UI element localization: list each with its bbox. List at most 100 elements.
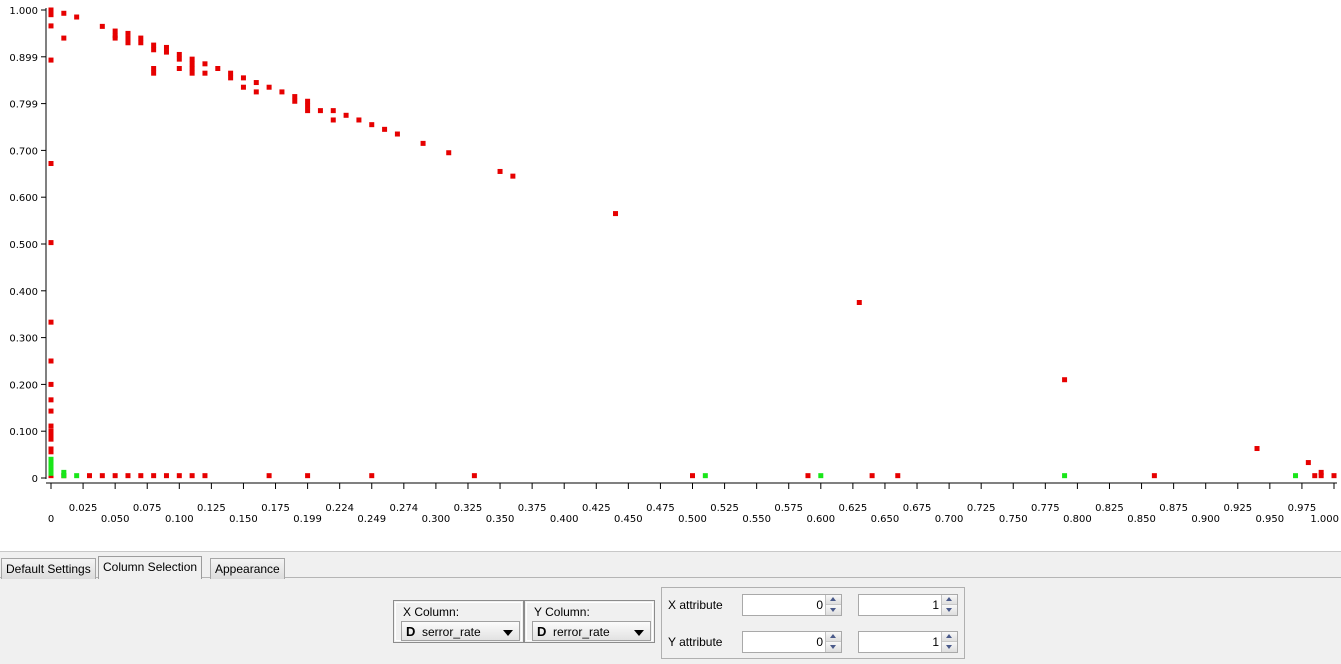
data-point[interactable]	[305, 473, 311, 479]
data-point[interactable]	[125, 35, 131, 41]
data-point[interactable]	[369, 473, 375, 479]
data-point[interactable]	[48, 23, 54, 29]
data-point[interactable]	[48, 461, 54, 467]
data-point[interactable]	[189, 473, 195, 479]
data-point[interactable]	[48, 12, 54, 18]
data-point[interactable]	[240, 84, 246, 90]
data-point[interactable]	[330, 117, 336, 123]
data-point[interactable]	[61, 10, 67, 16]
data-point[interactable]	[497, 168, 503, 174]
data-point[interactable]	[1318, 469, 1324, 475]
data-point[interactable]	[176, 473, 182, 479]
y-attribute-max-spinner[interactable]: 1	[858, 631, 958, 653]
data-point[interactable]	[189, 66, 195, 71]
data-point[interactable]	[151, 42, 157, 48]
data-point[interactable]	[74, 473, 80, 479]
data-point[interactable]	[446, 150, 452, 156]
data-point[interactable]	[189, 70, 195, 76]
data-point[interactable]	[202, 473, 208, 479]
data-point[interactable]	[151, 66, 157, 71]
data-point[interactable]	[48, 428, 54, 434]
data-point[interactable]	[48, 446, 54, 452]
data-point[interactable]	[48, 432, 54, 438]
data-point[interactable]	[48, 456, 54, 462]
data-point[interactable]	[48, 57, 54, 63]
data-point[interactable]	[266, 473, 272, 479]
data-point[interactable]	[818, 473, 824, 479]
data-point[interactable]	[112, 28, 118, 34]
data-point[interactable]	[176, 56, 182, 62]
data-point[interactable]	[343, 112, 349, 118]
data-point[interactable]	[240, 75, 246, 81]
data-point[interactable]	[305, 98, 311, 104]
data-point[interactable]	[48, 240, 54, 246]
data-point[interactable]	[330, 108, 336, 114]
data-point[interactable]	[138, 40, 144, 46]
data-point[interactable]	[48, 408, 54, 414]
spin-down-icon[interactable]	[942, 605, 957, 615]
data-point[interactable]	[292, 98, 298, 104]
data-point[interactable]	[895, 473, 901, 479]
x-attribute-min-spinner[interactable]: 0	[742, 594, 842, 616]
data-point[interactable]	[151, 70, 157, 76]
spin-up-icon[interactable]	[826, 595, 841, 605]
data-point[interactable]	[613, 211, 619, 217]
data-point[interactable]	[369, 122, 375, 128]
data-point[interactable]	[1331, 473, 1337, 479]
data-point[interactable]	[305, 108, 311, 114]
data-point[interactable]	[125, 473, 131, 479]
data-point[interactable]	[292, 94, 298, 100]
spin-down-icon[interactable]	[826, 605, 841, 615]
data-point[interactable]	[176, 51, 182, 57]
data-point[interactable]	[48, 470, 54, 476]
data-point[interactable]	[702, 473, 708, 479]
data-point[interactable]	[869, 473, 875, 479]
tab-column-selection[interactable]: Column Selection	[98, 556, 203, 579]
data-point[interactable]	[112, 473, 118, 479]
data-point[interactable]	[202, 61, 208, 67]
data-point[interactable]	[48, 449, 54, 455]
data-point[interactable]	[253, 80, 259, 86]
data-point[interactable]	[125, 30, 131, 36]
data-point[interactable]	[856, 300, 862, 305]
data-point[interactable]	[125, 40, 131, 46]
data-point[interactable]	[99, 23, 105, 29]
data-point[interactable]	[138, 35, 144, 41]
data-point[interactable]	[163, 473, 169, 479]
y-attribute-min-spinner[interactable]: 0	[742, 631, 842, 653]
data-point[interactable]	[228, 70, 234, 76]
data-point[interactable]	[48, 423, 54, 429]
data-point[interactable]	[1062, 377, 1068, 383]
data-point[interactable]	[305, 103, 311, 109]
data-point[interactable]	[138, 473, 144, 479]
data-point[interactable]	[471, 473, 477, 479]
data-point[interactable]	[1318, 473, 1324, 479]
spin-down-icon[interactable]	[826, 642, 841, 652]
data-point[interactable]	[1312, 473, 1318, 479]
spin-down-icon[interactable]	[942, 642, 957, 652]
data-point[interactable]	[74, 14, 80, 20]
x-attribute-max-spinner[interactable]: 1	[858, 594, 958, 616]
data-point[interactable]	[1062, 473, 1068, 479]
data-point[interactable]	[48, 161, 54, 167]
data-point[interactable]	[48, 466, 54, 472]
scatter-plot-panel[interactable]: 0 0.100 0.200 0.300 0.400 0.500 0.600 0.700 0.79…	[0, 0, 1341, 552]
data-point[interactable]	[279, 89, 285, 95]
data-point[interactable]	[48, 319, 54, 325]
x-column-select[interactable]: D serror_rate	[401, 621, 520, 641]
data-point[interactable]	[1151, 473, 1157, 479]
data-point[interactable]	[382, 126, 388, 132]
y-column-select[interactable]: D rerror_rate	[532, 621, 651, 641]
data-point[interactable]	[189, 56, 195, 62]
spin-up-icon[interactable]	[942, 632, 957, 642]
data-point[interactable]	[48, 381, 54, 387]
tab-default-settings[interactable]: Default Settings	[1, 558, 96, 579]
data-point[interactable]	[1254, 446, 1260, 452]
data-point[interactable]	[394, 131, 400, 137]
data-point[interactable]	[202, 70, 208, 76]
spin-up-icon[interactable]	[942, 595, 957, 605]
data-point[interactable]	[163, 49, 169, 55]
spin-up-icon[interactable]	[826, 632, 841, 642]
data-point[interactable]	[510, 173, 516, 179]
data-point[interactable]	[112, 35, 118, 41]
